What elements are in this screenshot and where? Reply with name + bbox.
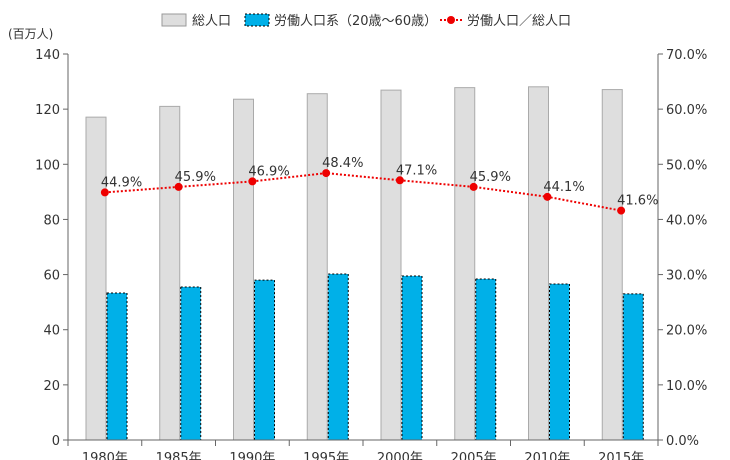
y-tick-label-left: 0 [52,434,60,449]
bar-total [528,86,549,441]
x-tick-label: 1980年 [82,451,128,460]
y-tick-label-left: 20 [43,379,60,394]
y-tick-label-left: 60 [43,269,60,284]
bar-total [159,105,181,441]
ratio-point [174,182,183,191]
y-tick-label-left: 100 [35,158,60,173]
legend-swatch-labor [244,13,270,27]
x-tick-label: 2000年 [377,451,423,460]
ratio-data-label: 45.9% [175,170,216,185]
ratio-data-label: 45.9% [470,170,511,185]
bar-labor [549,283,570,441]
y-tick-label-right: 40.0% [666,213,707,228]
bar-labor [401,275,423,441]
bar-total [380,89,402,441]
ratio-point [395,176,404,185]
ratio-point [469,182,478,191]
ratio-point [543,192,552,201]
y-tick-label-right: 60.0% [666,103,707,118]
ratio-point [100,188,109,197]
bar-labor [327,273,349,441]
bar-labor [475,278,497,441]
ratio-point [617,206,626,215]
bar-total [601,89,623,441]
bar-labor [254,279,275,441]
x-tick-label: 2005年 [451,451,497,460]
x-tick-label: 1995年 [303,451,349,460]
bar-labor [106,292,128,441]
ratio-data-label: 44.9% [101,175,142,190]
bar-total [233,98,254,441]
y-tick-label-right: 10.0% [666,379,707,394]
legend-marker-ratio [447,16,455,24]
y-axis-label: (百万人) [8,27,53,41]
ratio-data-label: 41.6% [617,194,658,209]
y-tick-label-left: 120 [35,103,60,118]
y-tick-label-right: 70.0% [666,48,707,63]
legend-label-labor: 労働人口系（20歳～60歳） [274,14,437,29]
x-tick-label: 2010年 [524,451,570,460]
x-tick-label: 2015年 [598,451,644,460]
ratio-data-label: 47.1% [396,163,437,178]
bar-labor [622,293,644,441]
legend-swatch-total [161,13,187,27]
legend-label-ratio: 労働人口／総人口 [467,14,571,29]
bar-total [306,93,328,441]
ratio-data-label: 48.4% [322,156,363,171]
x-tick-label: 1990年 [229,451,275,460]
y-tick-label-left: 140 [35,48,60,63]
x-tick-label: 1985年 [156,451,202,460]
bar-total [454,87,476,441]
y-tick-label-right: 20.0% [666,324,707,339]
bar-labor [180,286,202,441]
bar-total [85,116,107,441]
legend-label-total: 総人口 [192,14,231,29]
ratio-data-label: 44.1% [543,180,584,195]
y-tick-label-right: 30.0% [666,269,707,284]
ratio-line [104,172,622,212]
legend: 総人口 労働人口系（20歳～60歳） 労働人口／総人口 [161,13,571,29]
y-tick-label-right: 0.0% [666,434,699,449]
ratio-data-label: 46.9% [248,164,289,179]
ratio-point [322,169,331,178]
y-tick-label-right: 50.0% [666,158,707,173]
ratio-point [248,177,257,186]
y-tick-label-left: 80 [43,213,60,228]
y-tick-label-left: 40 [43,324,60,339]
